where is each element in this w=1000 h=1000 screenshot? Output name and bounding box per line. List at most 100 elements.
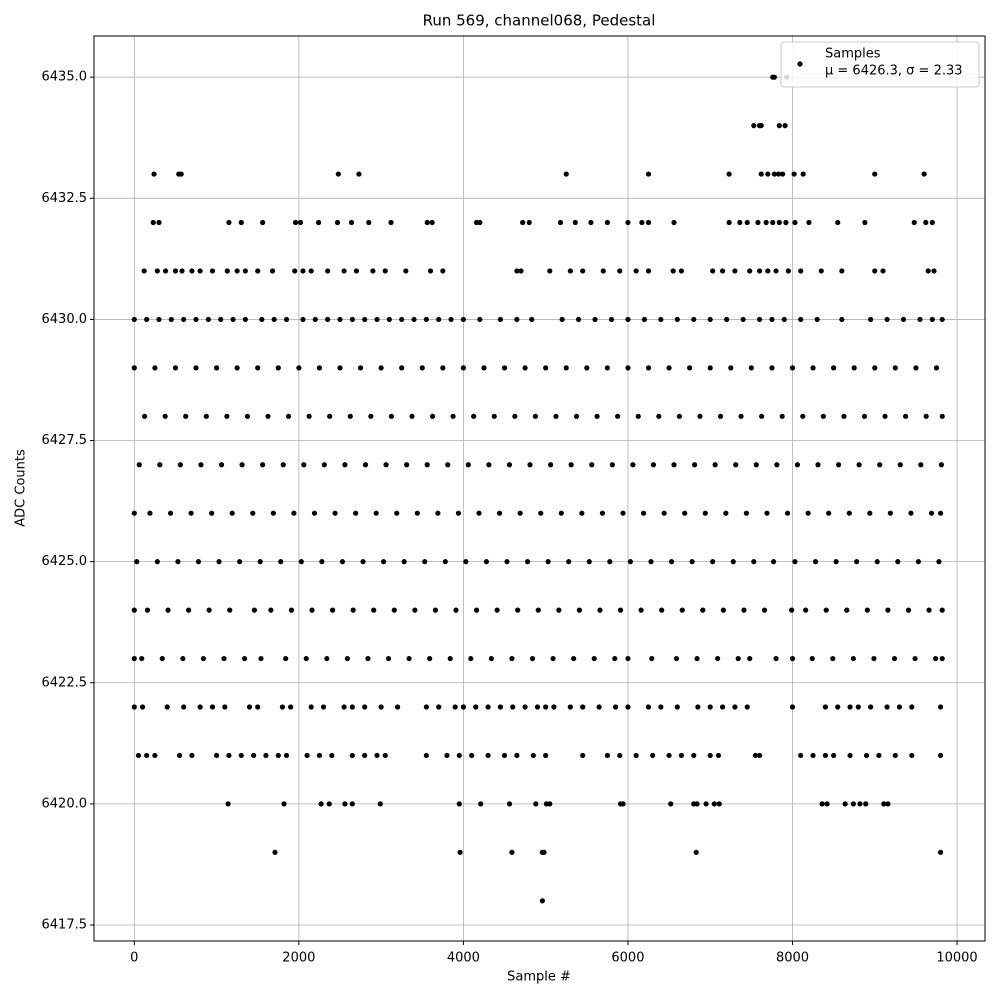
point bbox=[925, 268, 931, 274]
y-axis-label: ADC Counts bbox=[14, 449, 29, 527]
point bbox=[134, 559, 140, 565]
point bbox=[151, 171, 157, 177]
point bbox=[543, 704, 549, 710]
point bbox=[486, 462, 492, 468]
point bbox=[156, 219, 162, 226]
point bbox=[584, 365, 590, 371]
point bbox=[520, 219, 526, 226]
point bbox=[226, 219, 232, 226]
point bbox=[751, 123, 757, 129]
point bbox=[144, 752, 150, 759]
point bbox=[189, 752, 195, 759]
point bbox=[789, 704, 796, 710]
point bbox=[939, 607, 945, 613]
point bbox=[938, 462, 944, 468]
point bbox=[385, 655, 392, 662]
point bbox=[448, 316, 454, 323]
point bbox=[167, 510, 174, 516]
point bbox=[895, 559, 901, 565]
point bbox=[535, 607, 541, 613]
point bbox=[933, 655, 939, 662]
point bbox=[913, 365, 919, 371]
point bbox=[326, 801, 332, 807]
point bbox=[782, 123, 788, 129]
point bbox=[181, 316, 187, 323]
point bbox=[460, 365, 466, 371]
y-tick-label: 6425.0 bbox=[42, 554, 88, 569]
point bbox=[905, 607, 912, 613]
point bbox=[404, 462, 410, 468]
point bbox=[835, 219, 841, 226]
point bbox=[514, 752, 520, 759]
point bbox=[342, 801, 348, 807]
point bbox=[401, 559, 407, 565]
point bbox=[625, 219, 631, 226]
point bbox=[810, 752, 816, 759]
point bbox=[278, 559, 284, 565]
point bbox=[800, 171, 806, 177]
point bbox=[353, 510, 359, 516]
point bbox=[716, 801, 722, 807]
point bbox=[234, 365, 240, 371]
point bbox=[755, 219, 761, 226]
point bbox=[522, 365, 528, 371]
point bbox=[300, 316, 306, 323]
point bbox=[186, 607, 192, 613]
point bbox=[456, 752, 462, 759]
point bbox=[625, 704, 631, 710]
point bbox=[332, 510, 338, 516]
point bbox=[580, 268, 586, 274]
x-tick-label: 2000 bbox=[282, 951, 315, 966]
point bbox=[477, 219, 483, 226]
point bbox=[921, 171, 927, 177]
point bbox=[715, 655, 721, 662]
point bbox=[671, 462, 677, 468]
point bbox=[445, 462, 451, 468]
point bbox=[874, 559, 880, 565]
point bbox=[260, 462, 266, 468]
point bbox=[604, 752, 610, 759]
point bbox=[308, 268, 314, 274]
point bbox=[937, 510, 944, 516]
point bbox=[846, 510, 852, 516]
point bbox=[733, 462, 739, 468]
point bbox=[926, 607, 932, 613]
point bbox=[377, 801, 383, 807]
point bbox=[764, 510, 770, 516]
point bbox=[324, 655, 330, 662]
point bbox=[424, 219, 430, 226]
point bbox=[271, 316, 277, 323]
point bbox=[309, 607, 315, 613]
point bbox=[798, 268, 804, 274]
point bbox=[533, 801, 539, 807]
point bbox=[524, 559, 531, 565]
point bbox=[374, 316, 380, 323]
point bbox=[596, 704, 602, 710]
point bbox=[394, 704, 401, 710]
point bbox=[362, 316, 368, 323]
point bbox=[131, 316, 137, 323]
point bbox=[279, 704, 286, 710]
point bbox=[144, 607, 151, 613]
point bbox=[422, 559, 428, 565]
point bbox=[814, 316, 820, 323]
point bbox=[566, 559, 572, 565]
point bbox=[892, 752, 898, 759]
point bbox=[436, 704, 442, 710]
point bbox=[615, 413, 621, 419]
point bbox=[206, 607, 212, 613]
point bbox=[403, 268, 409, 274]
point bbox=[543, 365, 549, 371]
point bbox=[172, 365, 179, 371]
legend-marker bbox=[797, 61, 803, 67]
point bbox=[931, 268, 937, 274]
point bbox=[469, 752, 475, 759]
point bbox=[339, 559, 346, 565]
point bbox=[617, 607, 624, 613]
point bbox=[272, 849, 278, 855]
point bbox=[693, 849, 699, 855]
point bbox=[152, 752, 158, 759]
point bbox=[275, 365, 281, 371]
point bbox=[457, 849, 463, 855]
point bbox=[639, 219, 645, 226]
